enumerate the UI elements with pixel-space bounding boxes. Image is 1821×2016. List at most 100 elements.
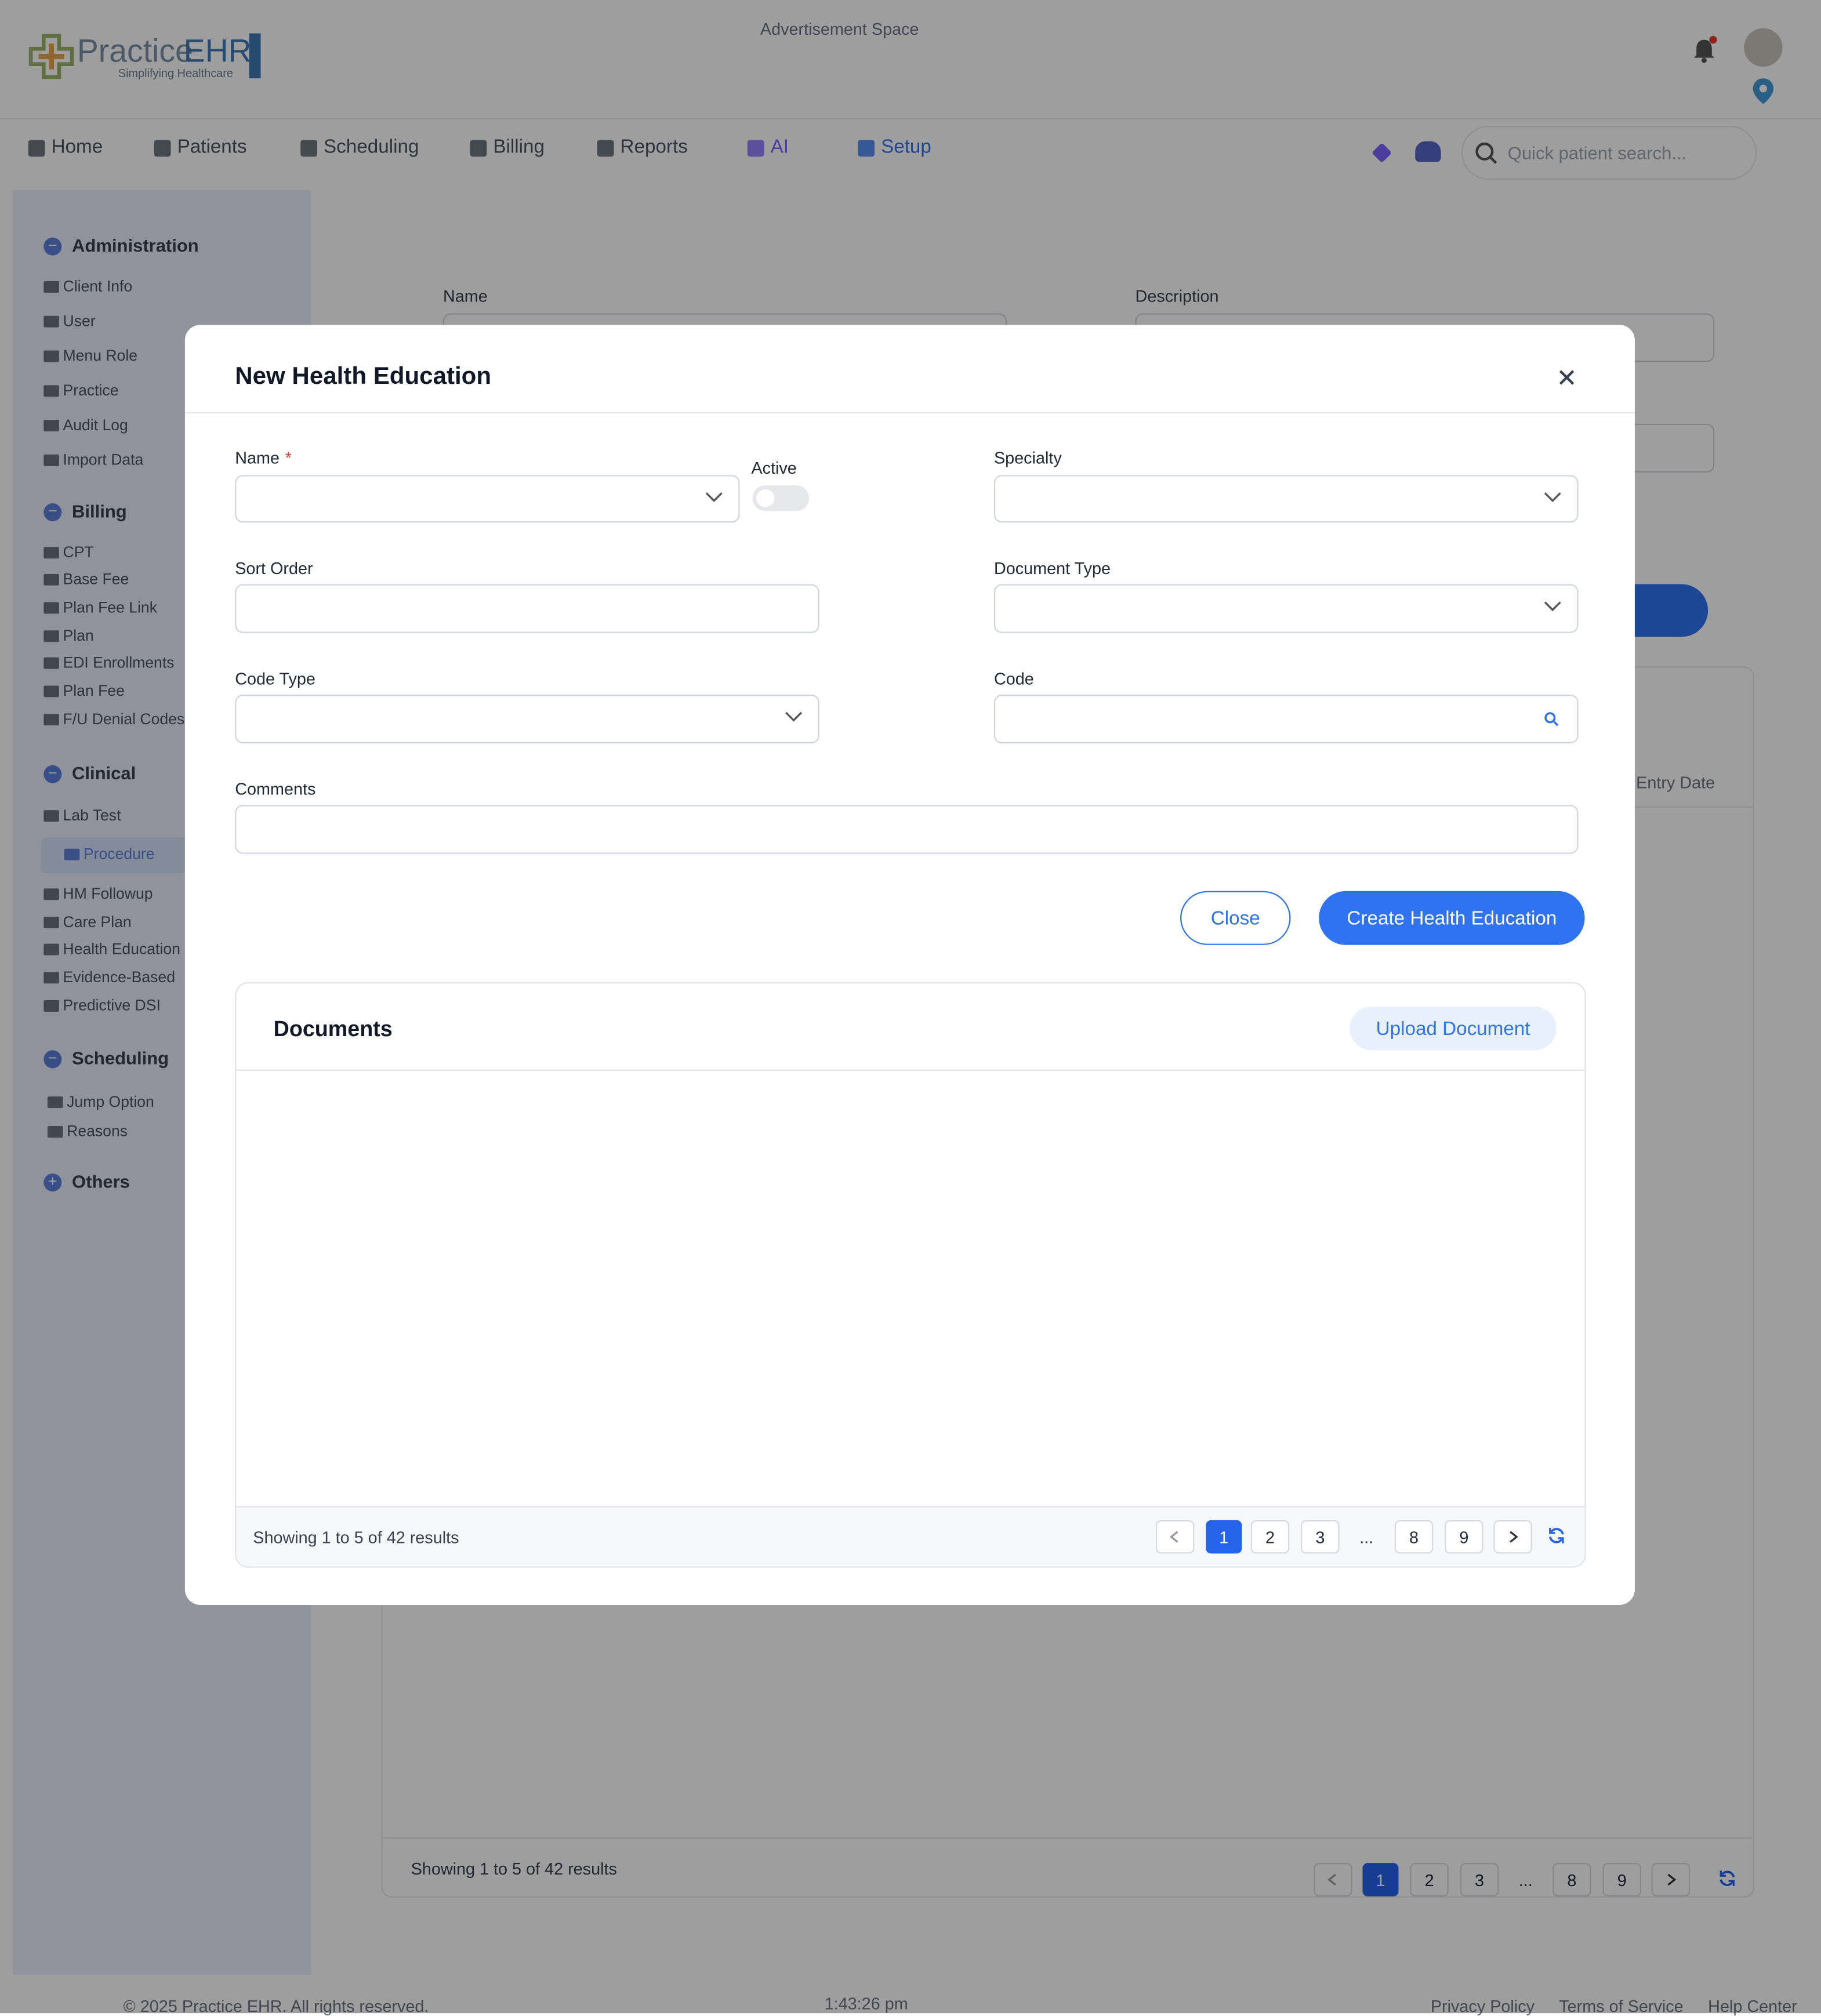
nav-item[interactable]: Scheduling — [324, 136, 419, 158]
field-label: Code — [993, 669, 1034, 688]
pager-page[interactable]: 9 — [1445, 1520, 1483, 1554]
create-button[interactable]: Create Health Education — [1319, 891, 1585, 945]
pager-page[interactable]: 2 — [1410, 1863, 1449, 1897]
folder-icon — [43, 888, 59, 900]
sidebar-item[interactable]: Reasons — [67, 1122, 128, 1140]
footer-link[interactable]: Privacy Policy — [1430, 1996, 1535, 2016]
section-title[interactable]: Administration — [72, 235, 199, 256]
location-pin[interactable] — [1751, 77, 1775, 106]
section-title[interactable]: Scheduling — [72, 1047, 169, 1069]
section-icon[interactable]: − — [43, 237, 62, 256]
sidebar-item[interactable]: Practice — [63, 381, 119, 399]
notification-bell[interactable] — [1693, 36, 1718, 64]
specialty-select[interactable] — [993, 475, 1579, 523]
pager-ellipsis: ... — [1359, 1527, 1374, 1547]
pager-page[interactable]: 1 — [1206, 1520, 1242, 1554]
pager-page[interactable]: 2 — [1250, 1520, 1290, 1554]
pager-page[interactable]: 3 — [1460, 1863, 1499, 1897]
sidebar-item[interactable]: Client Info — [63, 277, 133, 296]
sidebar-item[interactable]: Import Data — [63, 451, 144, 469]
pager-page[interactable]: 3 — [1301, 1520, 1340, 1554]
field-label: Name — [235, 448, 280, 468]
folder-icon — [43, 630, 59, 642]
folder-icon — [43, 714, 59, 726]
sidebar-item[interactable]: Plan Fee Link — [63, 598, 158, 616]
pager-page[interactable]: 9 — [1602, 1863, 1642, 1897]
footer-link[interactable]: Help Center — [1708, 1996, 1797, 2016]
sidebar-item[interactable]: Care Plan — [63, 913, 132, 931]
section-icon[interactable]: − — [43, 1049, 62, 1069]
folder-icon — [43, 972, 59, 984]
field-label: Specialty — [993, 448, 1062, 468]
pager-page[interactable]: 1 — [1362, 1863, 1399, 1897]
sidebar-item[interactable]: Plan — [63, 626, 94, 645]
documents-summary: Showing 1 to 5 of 42 results — [253, 1528, 459, 1548]
close-button[interactable]: Close — [1180, 891, 1291, 945]
code-type-select[interactable] — [235, 694, 819, 744]
sidebar-item[interactable]: Procedure — [83, 845, 155, 863]
pager-prev[interactable] — [1314, 1863, 1352, 1897]
nav-item[interactable]: Home — [51, 136, 103, 158]
section-icon[interactable]: − — [43, 765, 62, 783]
documents-title: Documents — [273, 1016, 393, 1041]
sidebar-item[interactable]: F/U Denial Codes — [63, 710, 185, 728]
pager-page[interactable]: 8 — [1552, 1863, 1591, 1897]
nav-icon — [154, 140, 171, 157]
pager-next[interactable] — [1493, 1520, 1532, 1554]
section-title[interactable]: Others — [72, 1171, 130, 1192]
active-toggle[interactable] — [752, 485, 810, 511]
sidebar-item[interactable]: Evidence-Based — [63, 968, 176, 986]
folder-icon — [43, 657, 59, 669]
sidebar-item[interactable]: Menu Role — [63, 346, 138, 365]
upload-button[interactable]: Upload Document — [1350, 1007, 1557, 1051]
code-search-icon[interactable] — [1544, 711, 1559, 727]
ad-space: Advertisement Space — [760, 19, 919, 39]
sidebar-item[interactable]: Plan Fee — [63, 681, 125, 700]
sidebar-item[interactable]: HM Followup — [63, 884, 153, 903]
refresh-icon[interactable] — [1547, 1527, 1565, 1551]
sidebar-item[interactable]: Audit Log — [63, 416, 128, 434]
documents-footer: Showing 1 to 5 of 42 results 1 2 3... 8 9 — [236, 1506, 1585, 1567]
sidebar-item[interactable]: CPT — [63, 543, 94, 561]
avatar[interactable] — [1744, 28, 1783, 67]
sort-order-input[interactable] — [235, 584, 819, 633]
section-title[interactable]: Billing — [72, 500, 127, 522]
section-icon[interactable]: + — [43, 1173, 62, 1192]
pager-page[interactable]: 8 — [1394, 1520, 1434, 1554]
pager-prev[interactable] — [1155, 1520, 1195, 1554]
field-label: Comments — [235, 779, 316, 799]
divider — [382, 1837, 1753, 1839]
modal-close-icon[interactable] — [1558, 369, 1576, 387]
code-input[interactable] — [993, 694, 1579, 744]
sidebar-item[interactable]: Jump Option — [67, 1092, 154, 1111]
comments-input[interactable] — [235, 805, 1579, 854]
nav-item[interactable]: Setup — [881, 136, 931, 158]
nav-item[interactable]: Patients — [177, 136, 247, 158]
nav-item[interactable]: Reports — [620, 136, 688, 158]
pager-next[interactable] — [1651, 1863, 1691, 1897]
nav-item[interactable]: AI — [770, 136, 789, 158]
name-select[interactable] — [235, 475, 740, 523]
copyright: © 2025 Practice EHR. All rights reserved… — [123, 1996, 429, 2016]
sidebar-item[interactable]: Health Education — [63, 939, 180, 958]
folder-icon — [43, 573, 59, 586]
footer-link[interactable]: Terms of Service — [1559, 1996, 1684, 2016]
document-type-select[interactable] — [993, 584, 1579, 633]
nav-item[interactable]: Billing — [493, 136, 545, 158]
divider — [236, 1069, 1585, 1071]
section-title[interactable]: Clinical — [72, 762, 136, 783]
sidebar-item[interactable]: User — [63, 312, 96, 330]
sidebar-item[interactable]: Predictive DSI — [63, 996, 161, 1015]
sidebar-item[interactable]: Lab Test — [63, 806, 121, 824]
section-icon[interactable]: − — [43, 503, 62, 522]
chevron — [785, 711, 802, 722]
sidebar-item[interactable]: EDI Enrollments — [63, 653, 175, 672]
quick-search[interactable]: Quick patient search... — [1461, 126, 1757, 180]
field-label: Code Type — [235, 669, 315, 688]
modal-title: New Health Education — [235, 363, 492, 391]
folder-icon — [43, 602, 59, 614]
add-patient[interactable] — [1415, 141, 1441, 162]
sidebar-item[interactable]: Base Fee — [63, 570, 129, 589]
refresh-icon[interactable] — [1718, 1869, 1736, 1894]
